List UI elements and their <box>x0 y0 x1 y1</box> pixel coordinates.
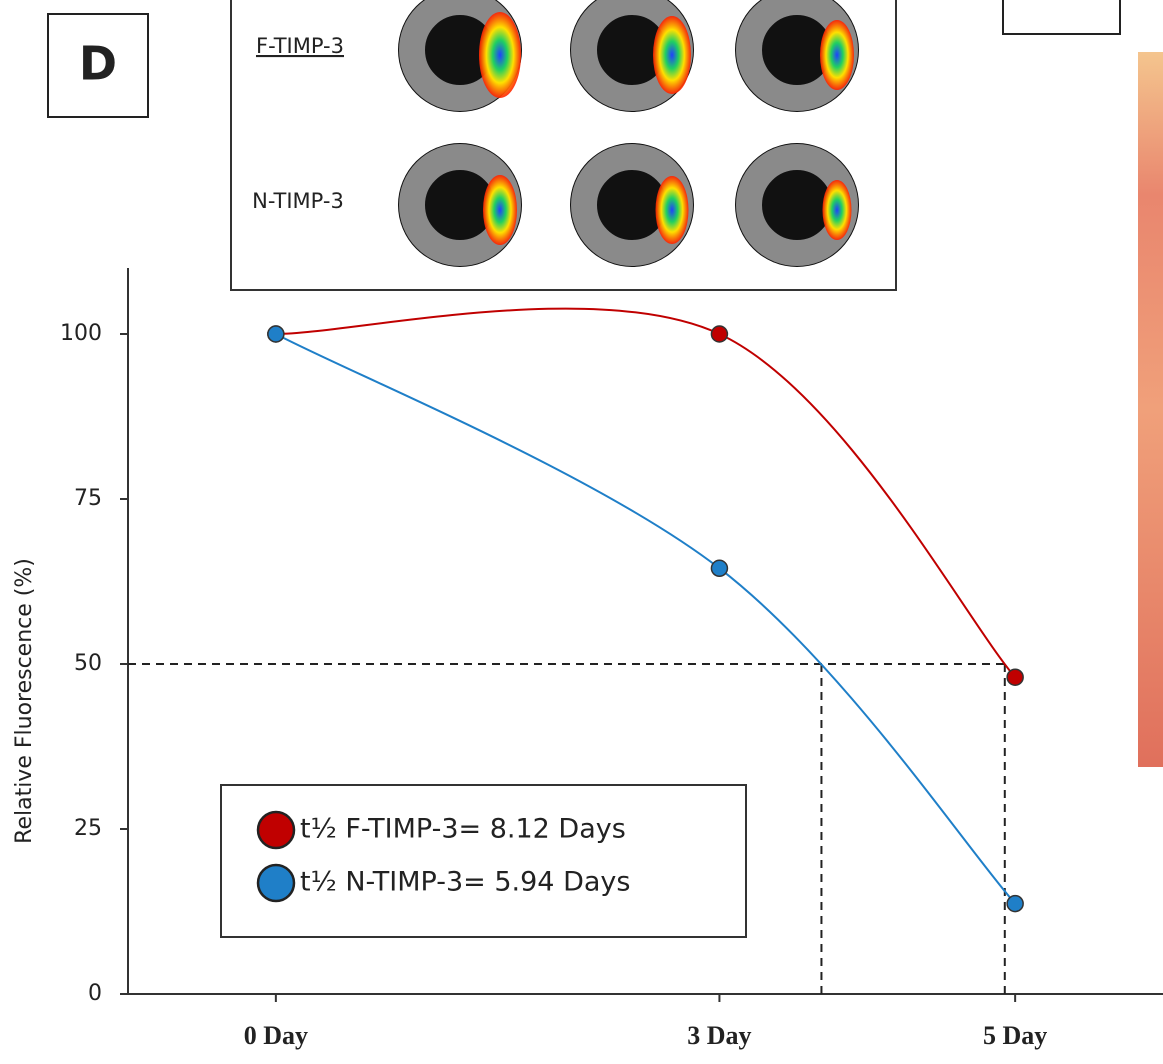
inset-label: F-TIMP-3 <box>256 34 344 58</box>
legend-label: t½ N-TIMP-3= 5.94 Days <box>300 867 630 898</box>
y-tick-label: 25 <box>74 816 102 841</box>
legend-box <box>220 784 747 938</box>
data-point <box>710 559 729 578</box>
x-tick-label: 3 Day <box>687 1021 751 1050</box>
inset: F-TIMP-3 N-TIMP-3 <box>230 0 897 291</box>
plot: Relative Fluorescence (%) 0 25 50 75 100 0 Day… <box>12 268 1163 1050</box>
next-panel-box <box>1002 0 1121 35</box>
heat-spot <box>822 180 852 240</box>
legend-marker <box>256 810 296 850</box>
y-tick-label: 100 <box>60 321 102 346</box>
heat-spot <box>820 20 854 90</box>
data-point <box>267 325 285 343</box>
series-line <box>275 307 1016 678</box>
y-tick-label: 75 <box>74 486 102 511</box>
photo <box>1138 52 1163 767</box>
legend: t½ F-TIMP-3= 8.12 Days t½ N-TIMP-3= 5.94 … <box>220 784 747 938</box>
data-point <box>1006 894 1024 913</box>
y-tick-label: 50 <box>74 651 102 676</box>
heat-spot <box>483 175 517 245</box>
data-point <box>1006 668 1024 686</box>
heat-spot <box>655 176 689 244</box>
x-tick-label: 5 Day <box>983 1021 1047 1050</box>
panel-label: D <box>79 37 117 91</box>
legend-marker <box>256 863 296 903</box>
inset-label: N-TIMP-3 <box>252 189 344 213</box>
panel-label-box <box>47 13 149 118</box>
heat-spot <box>653 16 691 94</box>
data-point <box>710 325 729 343</box>
heat-spot <box>479 12 521 98</box>
y-tick-label: 0 <box>88 981 102 1006</box>
legend-label: t½ F-TIMP-3= 8.12 Days <box>300 814 626 845</box>
y-axis-label: Relative Fluorescence (%) <box>12 558 37 844</box>
x-tick-label: 0 Day <box>244 1021 308 1050</box>
